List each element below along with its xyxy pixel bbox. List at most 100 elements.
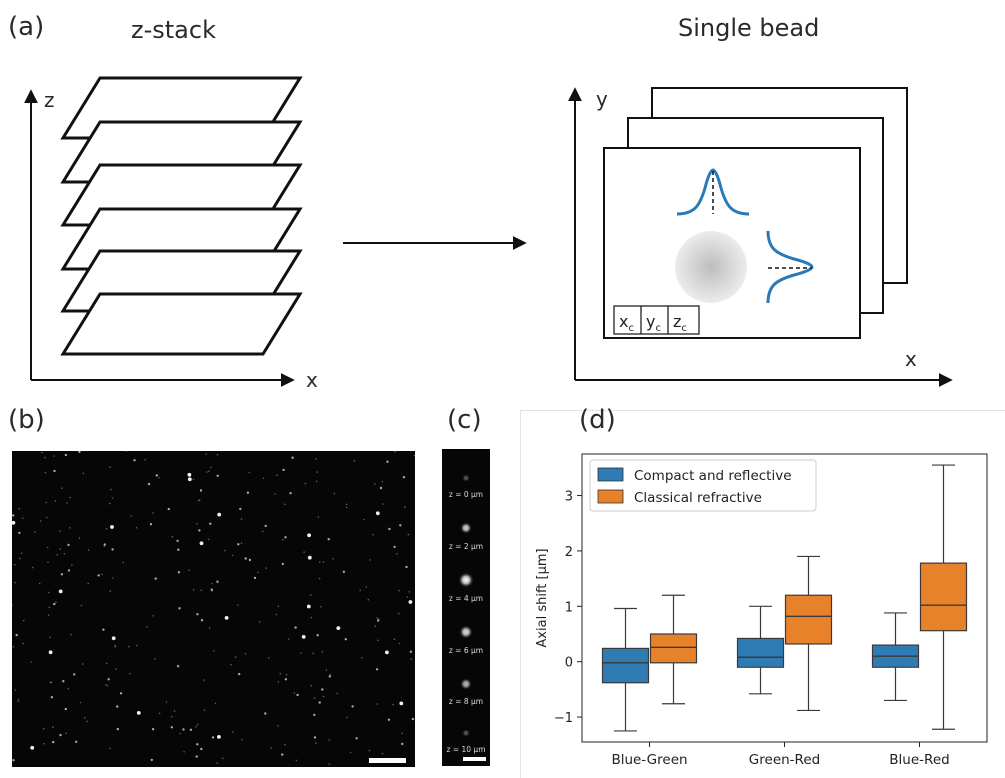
bead-spot bbox=[312, 652, 315, 655]
bead-spot bbox=[376, 617, 378, 619]
bead-spot bbox=[32, 566, 34, 569]
bead-spot bbox=[80, 604, 83, 607]
panel-d-label: (d) bbox=[579, 405, 616, 435]
bead-spot bbox=[198, 499, 201, 501]
bead-spot bbox=[408, 591, 411, 593]
bead-spot bbox=[240, 542, 243, 544]
bead-spot bbox=[262, 530, 264, 533]
bead-spot bbox=[20, 552, 23, 555]
bead-spot bbox=[232, 731, 234, 733]
bead-spot bbox=[388, 527, 391, 531]
bead-spot bbox=[409, 650, 413, 653]
bead-spot bbox=[41, 451, 43, 454]
bead-spot bbox=[277, 681, 280, 683]
bead-spot bbox=[182, 728, 185, 731]
bead-spot bbox=[393, 638, 396, 640]
bead-spot bbox=[274, 493, 276, 495]
bead-spot bbox=[281, 753, 284, 756]
bead-spot bbox=[64, 707, 67, 711]
bead-spot bbox=[154, 577, 157, 580]
bead-spot bbox=[336, 692, 338, 695]
bead-spot bbox=[398, 642, 401, 645]
bead-spot bbox=[211, 736, 215, 739]
bead-spot bbox=[253, 576, 257, 580]
bead-spot bbox=[103, 543, 107, 546]
chart-panel bbox=[520, 410, 1005, 778]
bead-spot bbox=[59, 733, 62, 737]
bead-spot bbox=[207, 538, 210, 541]
bead-spot bbox=[171, 535, 174, 538]
bead-spot bbox=[189, 728, 193, 731]
bead-spot bbox=[108, 502, 111, 505]
bead-spot bbox=[170, 726, 173, 729]
bead-spot bbox=[367, 598, 370, 601]
bead-spot bbox=[196, 723, 199, 726]
bead-spot bbox=[128, 645, 130, 648]
bead-spot bbox=[192, 478, 195, 481]
bead-spot bbox=[385, 650, 389, 655]
axial-shift-boxplot: −1 0 1 2 3 Blue-Green Green-Red Blue-Red Axial… bbox=[535, 453, 988, 768]
bead-spot bbox=[87, 582, 89, 585]
bead-spot bbox=[379, 486, 383, 490]
bead-spot bbox=[237, 543, 240, 546]
bead-spot bbox=[361, 657, 363, 659]
bead-spot bbox=[304, 482, 307, 485]
bead-spot bbox=[125, 450, 128, 452]
bead-spot bbox=[376, 619, 380, 622]
bead-spot bbox=[216, 453, 219, 456]
bead-spot bbox=[203, 709, 206, 711]
bead-spot bbox=[214, 702, 217, 705]
bead-spot bbox=[79, 701, 82, 704]
bead-spot bbox=[200, 589, 202, 592]
bead-spot bbox=[18, 531, 21, 535]
bead-spot bbox=[399, 701, 404, 706]
bead-spot bbox=[47, 614, 50, 616]
bead-spot bbox=[150, 758, 153, 762]
bead-spot bbox=[381, 480, 384, 483]
bead-spot bbox=[322, 561, 325, 563]
bead-spot bbox=[318, 577, 321, 580]
bead-spot bbox=[12, 514, 15, 517]
z-label-8: z = 8 µm bbox=[448, 697, 484, 706]
bead-spot bbox=[151, 728, 155, 731]
box-0-2 bbox=[871, 612, 920, 702]
bead-spot bbox=[265, 567, 267, 569]
bead-spot bbox=[246, 491, 250, 494]
bead-spot bbox=[237, 604, 239, 606]
bead-spot bbox=[211, 590, 214, 592]
z-label-4: z = 4 µm bbox=[448, 594, 484, 603]
bead-spot bbox=[38, 582, 41, 585]
center-y-label: yc bbox=[646, 312, 661, 334]
bead-spot bbox=[282, 538, 284, 541]
y-profile-curve bbox=[766, 230, 814, 304]
box-1-2 bbox=[919, 464, 968, 730]
bead-spot bbox=[183, 751, 185, 753]
bead-spot bbox=[119, 692, 123, 695]
panel-a-label: (a) bbox=[8, 12, 45, 42]
bead-spot bbox=[317, 516, 320, 518]
bead-spot bbox=[66, 502, 68, 504]
bead-spot bbox=[282, 468, 285, 472]
z-label-0: z = 0 µm bbox=[448, 490, 484, 499]
bead-spot bbox=[399, 524, 402, 527]
box-1-0 bbox=[649, 594, 698, 705]
bead-spot bbox=[230, 663, 232, 666]
bead-spot bbox=[398, 589, 400, 592]
bead-spot bbox=[257, 571, 259, 574]
bead-spot bbox=[377, 618, 380, 620]
bead-spot bbox=[154, 658, 156, 660]
bead-spot bbox=[116, 705, 119, 708]
bead-spot bbox=[318, 701, 321, 704]
bead-spot bbox=[30, 745, 35, 750]
bead-spot bbox=[381, 752, 384, 755]
bead-spot bbox=[346, 716, 348, 719]
bead-spot bbox=[158, 476, 160, 479]
panel-b-label: (b) bbox=[8, 405, 45, 435]
bead-spot bbox=[177, 571, 181, 574]
bead-spot bbox=[410, 658, 413, 660]
y-tick-label: −1 bbox=[554, 711, 573, 726]
bead-field-image bbox=[11, 450, 416, 765]
bead-spot bbox=[116, 727, 120, 731]
bead-spot bbox=[217, 735, 221, 739]
bead-spot bbox=[277, 605, 280, 608]
